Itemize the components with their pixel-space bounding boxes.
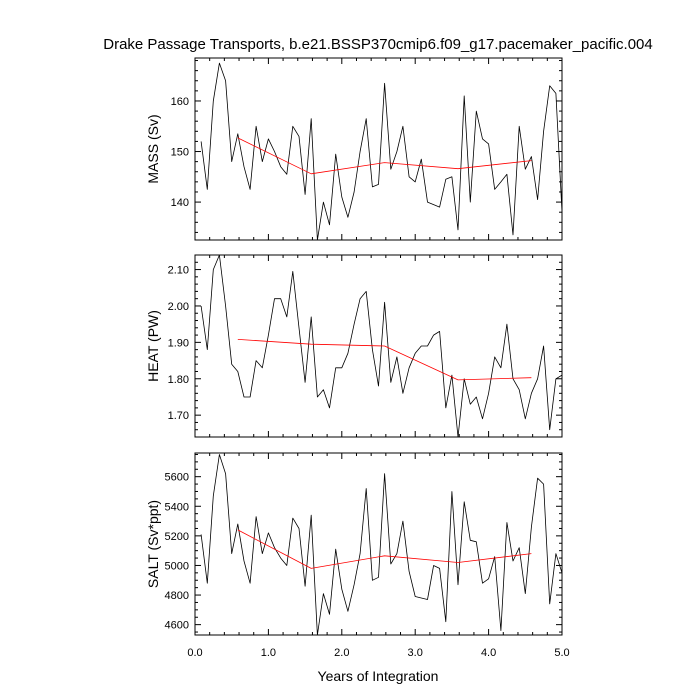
series-salt-annual-mean [237,529,532,569]
y-tick-label: 1.80 [168,374,189,386]
panel-mass-ylabel: MASS (Sv) [145,114,161,183]
y-tick-label: 2.00 [168,301,189,313]
x-tick-label: 5.0 [554,647,569,659]
panel-mass: 140 150 160 MASS (Sv) [145,57,563,241]
x-tick-label: 2.0 [334,647,349,659]
chart-title: Drake Passage Transports, b.e21.BSSP370c… [103,36,653,53]
series-salt-monthly [200,454,563,636]
y-tick-label: 150 [171,147,189,159]
x-axis-label: Years of Integration [318,668,439,684]
x-tick-label: 1.0 [261,647,276,659]
x-tick-label: 0.0 [187,647,202,659]
panel-salt-ylabel: SALT (Sv*ppt) [145,500,161,588]
y-tick-label: 2.10 [168,265,189,277]
panel-heat: 1.70 1.80 1.90 2.00 2.10 HEAT (PW) [145,254,563,438]
y-tick-label: 5400 [165,501,189,513]
x-tick-label: 4.0 [481,647,496,659]
series-heat-monthly [200,254,563,438]
series-mass-monthly [200,62,563,241]
panel-mass-frame [194,57,563,241]
panels-layer: 140 150 160 MASS (Sv) 1.70 1.80 1.90 2.00 2.10 HE… [145,57,570,659]
x-tick-label: 3.0 [408,647,423,659]
panel-salt-frame [194,452,563,636]
y-tick-label: 5200 [165,531,189,543]
y-tick-label: 1.70 [168,410,189,422]
y-tick-label: 4800 [165,590,189,602]
series-heat-annual-mean [237,339,532,381]
series-mass-annual-mean [237,137,532,175]
y-tick-label: 5000 [165,560,189,572]
y-tick-label: 5600 [165,472,189,484]
panel-salt: 4600 4800 5000 5200 5400 5600 SALT (Sv*ppt) [145,452,563,636]
y-tick-label: 140 [171,197,189,209]
y-tick-label: 160 [171,96,189,108]
y-tick-label: 1.90 [168,337,189,349]
panel-heat-ylabel: HEAT (PW) [145,310,161,382]
y-tick-label: 4600 [165,620,189,632]
panel-heat-frame [194,254,563,438]
